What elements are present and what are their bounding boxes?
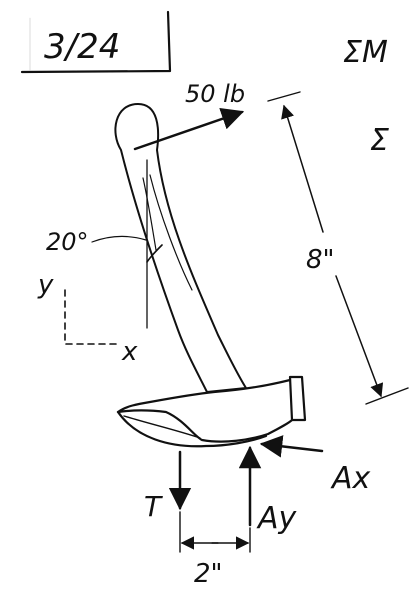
angle-label: 20° xyxy=(46,228,89,256)
angle-arc xyxy=(146,244,163,263)
problem-number-box: 3/24 xyxy=(20,10,172,74)
hammer-head xyxy=(116,375,307,448)
reaction-y-label: Ay xyxy=(256,501,298,536)
axis-y-label: y xyxy=(37,270,54,300)
reaction-x-label: Ax xyxy=(330,461,371,496)
length-label: 8" xyxy=(306,245,335,275)
moment-equation: ΣM xyxy=(343,35,388,70)
axis-x-label: x xyxy=(121,337,138,367)
length-dimension: 8" xyxy=(267,91,409,405)
force-equation: Σ xyxy=(370,123,389,158)
tension-label: T xyxy=(144,490,163,523)
spacing-label: 2" xyxy=(194,559,223,589)
applied-force-label: 50 lb xyxy=(185,80,245,108)
applied-force-arrow xyxy=(133,107,245,151)
reaction-x-arrow xyxy=(259,435,324,458)
angle-leader xyxy=(91,235,147,243)
hammer-handle xyxy=(114,103,247,393)
problem-number: 3/24 xyxy=(44,27,120,67)
coordinate-axes: y x xyxy=(37,270,138,367)
spacing-dimension: 2" xyxy=(179,511,251,589)
